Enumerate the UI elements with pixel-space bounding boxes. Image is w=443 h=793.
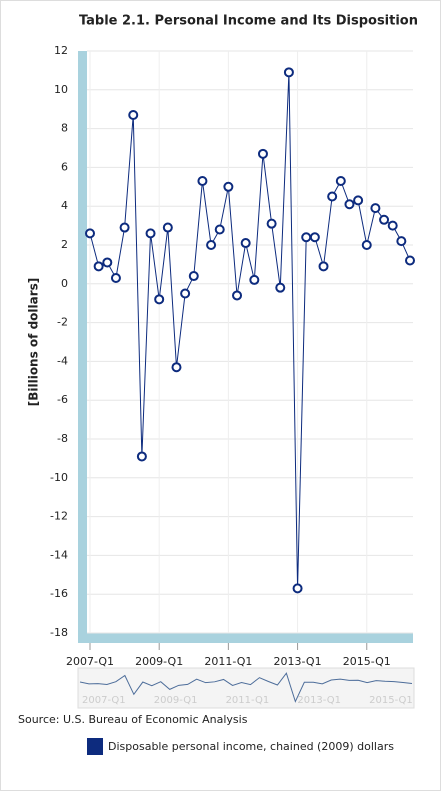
chart-title: Table 2.1. Personal Income and Its Dispo… bbox=[79, 14, 418, 29]
point bbox=[370, 203, 381, 214]
y-tick-label: -8 bbox=[57, 432, 68, 445]
point bbox=[136, 451, 147, 462]
x-tick-label: 2009-Q1 bbox=[135, 655, 183, 668]
point bbox=[232, 290, 243, 301]
point bbox=[128, 110, 139, 121]
point bbox=[154, 294, 165, 305]
point bbox=[301, 232, 312, 243]
navigator-label: 2011-Q1 bbox=[226, 695, 270, 706]
y-tick-label: -14 bbox=[50, 548, 68, 561]
point bbox=[162, 222, 173, 233]
navigator-label: 2013-Q1 bbox=[297, 695, 341, 706]
point bbox=[102, 257, 113, 268]
y-tick-label: 12 bbox=[54, 44, 68, 57]
point bbox=[379, 214, 390, 225]
navigator[interactable] bbox=[77, 667, 415, 709]
y-tick-label: 6 bbox=[61, 160, 68, 173]
y-tick-label: -4 bbox=[57, 354, 68, 367]
y-tick-label: 8 bbox=[61, 122, 68, 135]
point bbox=[266, 218, 277, 229]
point bbox=[214, 224, 225, 235]
point bbox=[110, 272, 121, 283]
point bbox=[405, 255, 415, 266]
source: Source: U.S. Bureau of Economic Analysis bbox=[18, 713, 248, 726]
legend-label: Disposable personal income, chained (200… bbox=[108, 740, 394, 753]
point bbox=[353, 195, 364, 206]
x-tick-label: 2007-Q1 bbox=[66, 655, 114, 668]
y-tick-label: -6 bbox=[57, 393, 68, 406]
navigator-label: 2015-Q1 bbox=[369, 695, 413, 706]
point bbox=[283, 67, 294, 78]
x-axis-band bbox=[87, 633, 413, 643]
point bbox=[257, 148, 268, 159]
point bbox=[85, 228, 95, 239]
point bbox=[188, 271, 199, 282]
navigator-label: 2007-Q1 bbox=[82, 695, 126, 706]
y-axis-label: [Billions of dollars] bbox=[27, 278, 41, 407]
point bbox=[171, 362, 182, 373]
y-tick-label: -2 bbox=[57, 316, 68, 329]
x-tick-label: 2015-Q1 bbox=[343, 655, 391, 668]
y-tick-label: 2 bbox=[61, 238, 68, 251]
y-tick-label: 10 bbox=[54, 83, 68, 96]
point bbox=[387, 220, 398, 231]
point bbox=[93, 261, 104, 272]
point bbox=[119, 222, 130, 233]
point bbox=[335, 175, 346, 186]
point bbox=[180, 288, 191, 299]
point bbox=[145, 228, 156, 239]
point bbox=[223, 181, 234, 192]
y-tick-label: -12 bbox=[50, 510, 68, 523]
y-tick-label: -10 bbox=[50, 471, 68, 484]
y-tick-label: -18 bbox=[50, 626, 68, 639]
point bbox=[309, 232, 320, 243]
point bbox=[344, 199, 355, 210]
y-axis-band bbox=[78, 51, 87, 643]
navigator-line bbox=[79, 672, 413, 703]
point bbox=[197, 175, 208, 186]
point bbox=[292, 583, 303, 594]
legend-swatch bbox=[87, 738, 103, 755]
point bbox=[206, 240, 217, 250]
y-tick-label: 4 bbox=[61, 199, 68, 212]
point bbox=[361, 240, 372, 250]
point bbox=[396, 236, 407, 247]
point bbox=[318, 261, 329, 272]
point bbox=[240, 238, 251, 249]
navigator-label: 2009-Q1 bbox=[154, 695, 198, 706]
point bbox=[275, 282, 286, 293]
point bbox=[249, 274, 260, 285]
x-tick-label: 2011-Q1 bbox=[204, 655, 252, 668]
y-tick-label: 0 bbox=[61, 277, 68, 290]
point bbox=[327, 191, 338, 202]
x-tick-label: 2013-Q1 bbox=[274, 655, 322, 668]
y-tick-label: -16 bbox=[50, 587, 68, 600]
